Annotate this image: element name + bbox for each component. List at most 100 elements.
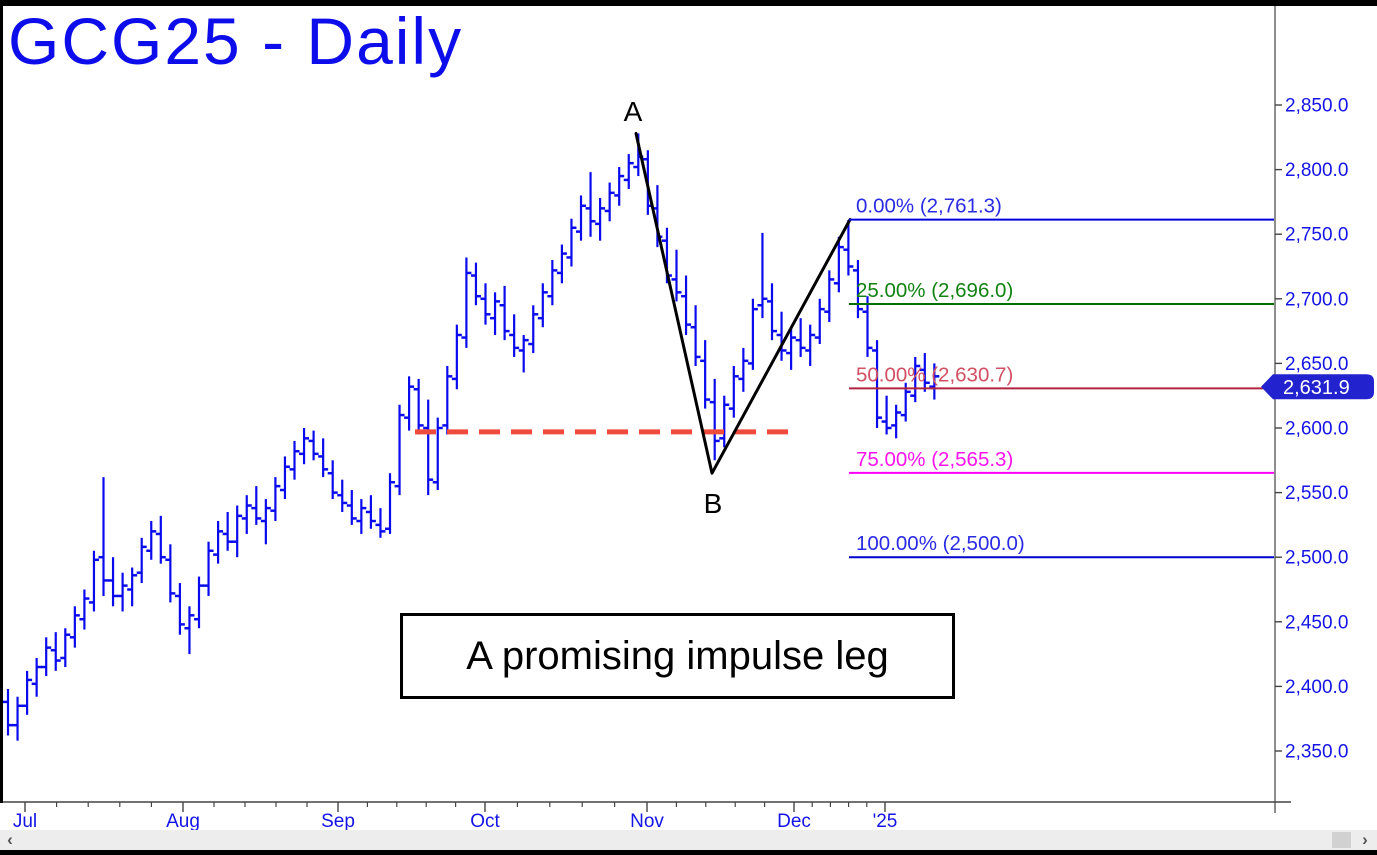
ohlc-bar [824, 270, 835, 323]
y-axis-label: 2,800.0 [1285, 160, 1348, 181]
ohlc-bar [232, 505, 243, 558]
y-axis-label: 2,700.0 [1285, 289, 1348, 310]
ohlc-bar [308, 430, 319, 461]
y-axis-label: 2,750.0 [1285, 225, 1348, 246]
ohlc-bar [585, 172, 596, 237]
ohlc-bar [738, 347, 749, 392]
horizontal-scrollbar[interactable]: ‹ › [0, 830, 1377, 850]
x-axis-label: Dec [777, 811, 811, 832]
ohlc-bar [518, 334, 529, 373]
ohlc-bar [251, 486, 262, 525]
fib-level-label: 100.00% (2,500.0) [856, 532, 1025, 555]
y-axis-label: 2,600.0 [1285, 419, 1348, 440]
ohlc-bar [451, 324, 462, 390]
ohlc-bar [318, 438, 329, 478]
ohlc-bar [470, 262, 481, 306]
ohlc-bar [843, 219, 854, 276]
ohlc-bar [709, 378, 720, 461]
y-axis-label: 2,550.0 [1285, 483, 1348, 504]
ohlc-bar [490, 292, 501, 335]
ohlc-bar [929, 363, 940, 400]
y-axis-label: 2,400.0 [1285, 677, 1348, 698]
ohlc-bar [289, 440, 300, 480]
ohlc-bar [260, 499, 271, 545]
scroll-left-button[interactable]: ‹ [7, 830, 13, 849]
ohlc-bar [509, 314, 520, 357]
ohlc-bar [41, 637, 52, 677]
y-axis-label: 2,450.0 [1285, 612, 1348, 633]
ohlc-bar [547, 260, 558, 306]
y-axis-label: 2,850.0 [1285, 96, 1348, 117]
ohlc-bar [327, 460, 338, 500]
ohlc-bar [862, 296, 873, 357]
ohlc-bar [136, 537, 147, 584]
ohlc-bar [98, 477, 109, 596]
ohlc-bar [604, 182, 615, 222]
scrollbar-thumb[interactable] [1332, 832, 1351, 848]
ohlc-bar [203, 541, 214, 596]
ohlc-bar [404, 376, 415, 431]
x-axis-label: Sep [321, 811, 355, 832]
ohlc-bar [872, 340, 883, 428]
ohlc-bar [356, 499, 367, 534]
wave-label: B [704, 488, 723, 519]
x-axis: Jul Aug Sep Oct Nov Dec '25 [13, 802, 898, 832]
ohlc-bar [165, 544, 176, 603]
window-border-bottom [0, 850, 1377, 855]
ohlc-bar [108, 557, 119, 607]
ohlc-bar [833, 236, 844, 293]
ohlc-bar [88, 550, 99, 612]
ohlc-bar [814, 298, 825, 345]
ohlc-bar [413, 378, 424, 435]
x-axis-label: Nov [630, 811, 664, 832]
ohlc-bar [795, 318, 806, 357]
ohlc-bar [442, 365, 453, 435]
ohlc-bar [241, 495, 252, 534]
ohlc-bar [576, 195, 586, 241]
ohlc-bar [747, 298, 758, 370]
ohlc-bar [299, 428, 310, 465]
ohlc-bar [117, 572, 128, 612]
ohlc-bar [786, 327, 797, 370]
ohlc-bar [614, 167, 625, 206]
ohlc-bar [461, 257, 472, 348]
ohlc-bar [194, 576, 204, 629]
ohlc-bar [365, 495, 376, 529]
fib-level-label: 50.00% (2,630.7) [856, 363, 1013, 386]
x-axis-label: Aug [166, 811, 200, 832]
price-badge: 2,631.9 [1261, 374, 1374, 400]
ohlc-bar [623, 154, 634, 189]
ohlc-bar [719, 395, 730, 448]
scroll-right-button[interactable]: › [1362, 830, 1368, 849]
fib-retracement: 0.00% (2,761.3) 25.00% (2,696.0) 50.00% (2… [849, 195, 1274, 559]
ohlc-bar [146, 521, 157, 560]
ohlc-bar [805, 324, 816, 366]
ohlc-bar [394, 404, 405, 496]
y-axis-label: 2,650.0 [1285, 354, 1348, 375]
ohlc-bar [700, 340, 711, 409]
y-axis-label: 2,350.0 [1285, 742, 1348, 763]
ohlc-bar [12, 696, 23, 741]
chart-title: GCG25 - Daily [8, 4, 464, 78]
ohlc-bar [595, 198, 606, 241]
ohlc-bar [222, 511, 233, 551]
annotation-text: A promising impulse leg [466, 633, 889, 678]
ohlc-bar [776, 311, 787, 361]
ohlc-bar [432, 417, 443, 491]
x-axis-label: Oct [470, 811, 500, 832]
x-axis-label: '25 [873, 811, 898, 832]
ohlc-bar [423, 399, 434, 496]
ohlc-bar [671, 249, 682, 302]
fib-level-label: 0.00% (2,761.3) [856, 195, 1002, 218]
annotation-box[interactable]: A promising impulse leg [400, 613, 955, 699]
ohlc-bar [279, 456, 290, 500]
impulse-trendline[interactable] [634, 131, 852, 475]
ohlc-bar [22, 670, 33, 715]
ohlc-bar [337, 479, 348, 512]
ohlc-bar [690, 305, 701, 366]
fib-level-label: 25.00% (2,696.0) [856, 279, 1013, 302]
ohlc-bar [3, 688, 13, 736]
ohlc-bar [270, 477, 281, 522]
